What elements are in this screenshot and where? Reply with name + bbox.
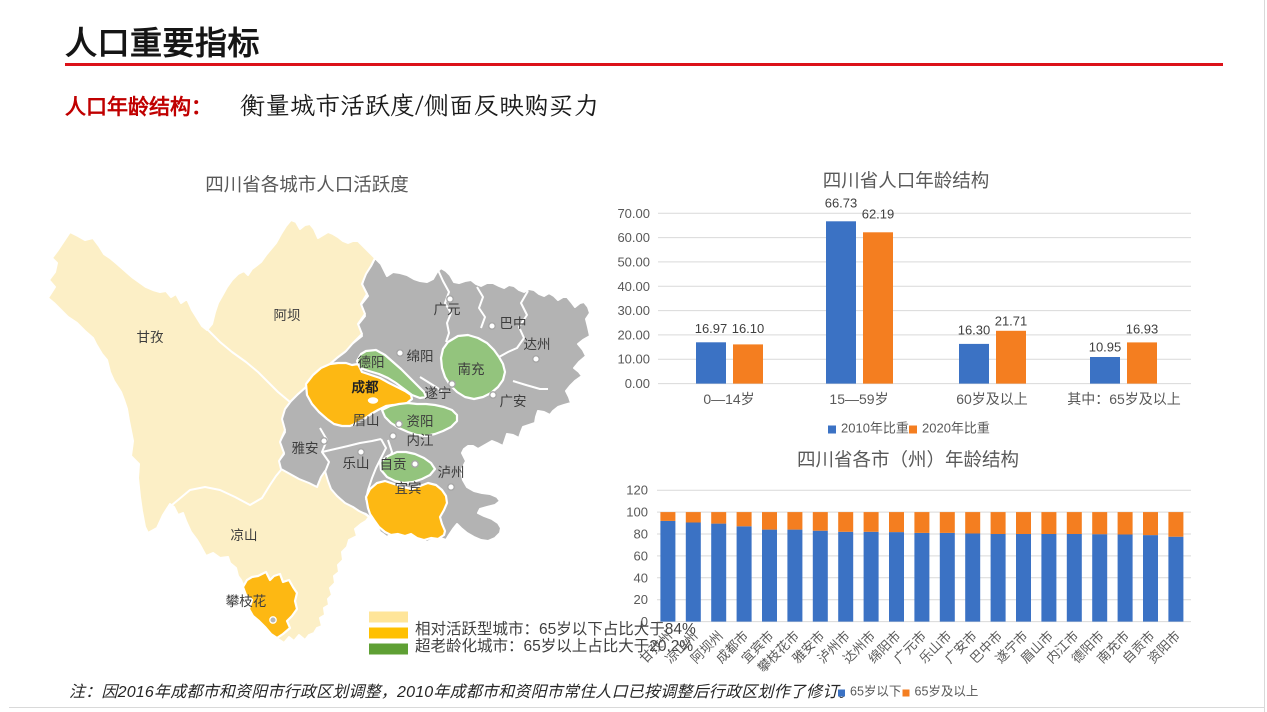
svg-text:甘孜: 甘孜 bbox=[137, 330, 164, 345]
svg-text:66.73: 66.73 bbox=[825, 196, 858, 211]
svg-text:2010年比重: 2010年比重 bbox=[841, 421, 909, 436]
svg-text:60: 60 bbox=[634, 548, 648, 563]
svg-text:16.10: 16.10 bbox=[732, 321, 765, 336]
svg-text:10.00: 10.00 bbox=[617, 352, 650, 367]
svg-text:16.30: 16.30 bbox=[958, 323, 991, 338]
svg-text:遂宁: 遂宁 bbox=[425, 385, 452, 401]
svg-text:四川省各市（州）年龄结构: 四川省各市（州）年龄结构 bbox=[797, 449, 1019, 470]
svg-text:乐山: 乐山 bbox=[343, 456, 370, 471]
svg-text:绵阳: 绵阳 bbox=[407, 349, 434, 364]
svg-text:62.19: 62.19 bbox=[862, 207, 895, 222]
svg-text:65岁及以上: 65岁及以上 bbox=[915, 684, 979, 699]
svg-text:成都: 成都 bbox=[352, 379, 379, 395]
svg-text:16.93: 16.93 bbox=[1126, 322, 1159, 337]
svg-text:20.00: 20.00 bbox=[617, 327, 650, 342]
svg-text:攀枝花: 攀枝花 bbox=[226, 594, 267, 609]
svg-text:50.00: 50.00 bbox=[617, 254, 650, 269]
svg-text:宜宾: 宜宾 bbox=[395, 481, 422, 496]
svg-text:相对活跃型城市：65岁以下占比大于84%: 相对活跃型城市：65岁以下占比大于84% bbox=[415, 620, 696, 638]
svg-text:其中：65岁及以上: 其中：65岁及以上 bbox=[1067, 391, 1181, 407]
svg-text:广元: 广元 bbox=[434, 302, 461, 317]
svg-text:资阳: 资阳 bbox=[407, 414, 434, 429]
svg-text:60.00: 60.00 bbox=[617, 230, 650, 245]
svg-text:雅安: 雅安 bbox=[292, 441, 319, 456]
svg-text:16.97: 16.97 bbox=[695, 321, 728, 336]
svg-text:80: 80 bbox=[634, 527, 648, 542]
svg-text:自贡: 自贡 bbox=[380, 457, 407, 472]
svg-text:0: 0 bbox=[641, 614, 648, 629]
svg-text:20: 20 bbox=[634, 592, 648, 607]
svg-text:广安: 广安 bbox=[500, 394, 527, 409]
svg-text:10.95: 10.95 bbox=[1089, 340, 1122, 355]
svg-text:凉山: 凉山 bbox=[231, 528, 258, 543]
svg-text:70.00: 70.00 bbox=[617, 206, 650, 221]
svg-text:眉山: 眉山 bbox=[353, 413, 380, 428]
svg-text:21.71: 21.71 bbox=[995, 314, 1028, 329]
svg-text:2020年比重: 2020年比重 bbox=[922, 421, 990, 436]
svg-text:0—14岁: 0—14岁 bbox=[703, 391, 754, 407]
svg-text:40.00: 40.00 bbox=[617, 279, 650, 294]
svg-text:100: 100 bbox=[626, 505, 648, 520]
svg-text:巴中: 巴中 bbox=[500, 316, 527, 331]
svg-text:四川省人口年龄结构: 四川省人口年龄结构 bbox=[823, 170, 990, 191]
svg-text:30.00: 30.00 bbox=[617, 303, 650, 318]
svg-text:达州: 达州 bbox=[524, 337, 551, 352]
svg-text:65岁以下: 65岁以下 bbox=[850, 684, 901, 699]
svg-text:60岁及以上: 60岁及以上 bbox=[956, 391, 1028, 407]
svg-text:15—59岁: 15—59岁 bbox=[829, 391, 888, 407]
svg-text:四川省各城市人口活跃度: 四川省各城市人口活跃度 bbox=[205, 174, 409, 195]
svg-text:超老龄化城市：65岁以上占比大于20.2%: 超老龄化城市：65岁以上占比大于20.2% bbox=[415, 637, 693, 655]
svg-text:0.00: 0.00 bbox=[625, 376, 650, 391]
svg-text:德阳: 德阳 bbox=[358, 355, 385, 370]
svg-text:阿坝: 阿坝 bbox=[274, 308, 301, 323]
svg-text:泸州: 泸州 bbox=[438, 465, 465, 480]
svg-text:内江: 内江 bbox=[407, 433, 434, 448]
svg-text:40: 40 bbox=[634, 570, 648, 585]
svg-text:120: 120 bbox=[626, 483, 648, 498]
svg-text:南充: 南充 bbox=[458, 362, 485, 377]
